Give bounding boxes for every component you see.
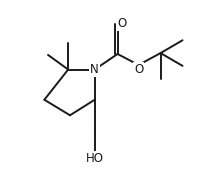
Text: HO: HO	[86, 152, 104, 165]
Text: O: O	[118, 17, 127, 30]
Text: N: N	[90, 63, 99, 76]
Text: O: O	[134, 63, 143, 76]
